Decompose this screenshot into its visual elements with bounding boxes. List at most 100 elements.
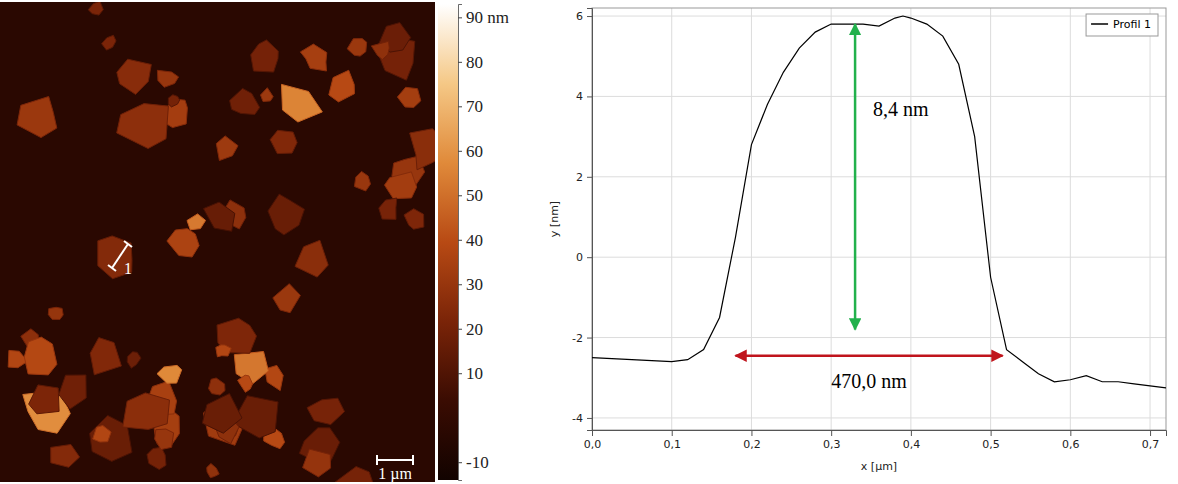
y-tick-mark [587, 338, 592, 339]
y-tick: 6 [576, 10, 592, 23]
x-tick-label: 0,7 [1142, 438, 1160, 451]
x-tick-label: 0,6 [1062, 438, 1080, 451]
particle [238, 375, 253, 392]
colorbar-tick-label: 20 [466, 320, 483, 339]
y-tick-mark [587, 16, 592, 17]
x-tick-mark [751, 430, 752, 436]
particle [147, 447, 166, 469]
y-tick-label: 0 [576, 251, 583, 264]
x-axis-title: x [µm] [861, 460, 897, 473]
particle [282, 84, 323, 122]
x-tick-mark [1070, 430, 1071, 436]
x-tick: 0,5 [982, 430, 1000, 451]
particle [303, 449, 331, 477]
colorbar-tick-label: 90 nm [466, 8, 509, 27]
y-tick-label: -4 [572, 412, 583, 425]
legend-label: Profil 1 [1113, 18, 1151, 31]
y-tick-label: 2 [576, 171, 583, 184]
particle [209, 378, 226, 395]
x-tick-mark [672, 430, 673, 436]
colorbar-tick-mark [458, 62, 462, 63]
particle [29, 385, 59, 414]
particle [329, 70, 355, 102]
y-tick-mark [587, 257, 592, 258]
particle [307, 398, 345, 424]
particle [127, 352, 141, 369]
annotation-arrow [736, 354, 1003, 357]
x-tick: 0,4 [903, 430, 921, 451]
colorbar-axis: 90 nm8070605040302010-10 [458, 5, 509, 481]
x-tick-mark [831, 430, 832, 436]
colorbar-tick: 50 [458, 186, 483, 205]
particle [268, 194, 305, 235]
colorbar-tick-label: 10 [466, 364, 483, 383]
particle [48, 307, 63, 319]
x-tick-label: 0,4 [903, 438, 921, 451]
particle [300, 44, 326, 71]
x-tick: 0,3 [823, 430, 841, 451]
grid-line-y [592, 417, 1166, 418]
particle [347, 39, 367, 57]
grid-line-y [592, 257, 1166, 258]
particle [216, 136, 238, 161]
colorbar-tick: 40 [458, 231, 483, 250]
particle [216, 345, 231, 357]
particle [202, 394, 242, 434]
colorbar-tick: 70 [458, 97, 483, 116]
particle [102, 35, 116, 50]
legend: Profil 1 [1086, 14, 1158, 36]
profile-cap [108, 265, 116, 271]
x-tick: 0,2 [743, 430, 761, 451]
scale-bar-cap [376, 455, 378, 465]
particle [98, 236, 132, 279]
plot-lines [592, 16, 1166, 388]
colorbar-tick-mark [458, 17, 462, 18]
particle [379, 198, 397, 219]
colorbar-tick-label: 60 [466, 142, 483, 161]
grid-line-x [910, 8, 911, 430]
particle [51, 445, 80, 468]
grid-line-x [1150, 8, 1151, 430]
profile-line [592, 16, 1166, 388]
colorbar-tick-mark [458, 151, 462, 152]
x-tick: 0,1 [663, 430, 681, 451]
particle [404, 209, 424, 230]
grid-line-x [990, 8, 991, 430]
particle [59, 375, 86, 409]
colorbar-tick-label: 30 [466, 275, 483, 294]
particle [270, 130, 297, 153]
particle [230, 88, 260, 114]
y-axis-title: y [nm] [548, 201, 561, 237]
colorbar-tick-mark [458, 462, 462, 463]
grid-line-x [671, 8, 672, 430]
y-tick: 2 [576, 171, 592, 184]
x-tick-label: 0,3 [823, 438, 841, 451]
legend-box [1086, 14, 1158, 36]
x-tick-label: 0,0 [584, 438, 602, 451]
colorbar-tick: 90 nm [458, 8, 509, 27]
y-axis-line [587, 9, 593, 431]
grid-line-y [592, 176, 1166, 177]
colorbar-tick-label: 40 [466, 231, 483, 250]
y-tick-label: -2 [572, 332, 583, 345]
grid-line-x [831, 8, 832, 430]
particle [385, 172, 417, 199]
grid-line-x [1070, 8, 1071, 430]
particle [273, 284, 301, 313]
colorbar-tick-mark [458, 106, 462, 107]
y-tick-mark [587, 177, 592, 178]
particle [155, 429, 174, 450]
colorbar [438, 4, 458, 480]
plot-area [592, 8, 1166, 430]
particle [410, 129, 435, 170]
figure: 11 µm90 nm8070605040302010-100,00,10,20,… [0, 0, 1178, 484]
grid [592, 8, 1166, 430]
x-tick-mark [991, 430, 992, 436]
annotation-label: 8,4 nm [873, 98, 929, 120]
particle [17, 97, 57, 138]
colorbar-tick: 10 [458, 364, 483, 383]
particle [207, 464, 220, 478]
particle [157, 365, 182, 383]
colorbar-tick-mark [458, 329, 462, 330]
annotations: 8,4 nm470,0 nm [736, 24, 1003, 392]
